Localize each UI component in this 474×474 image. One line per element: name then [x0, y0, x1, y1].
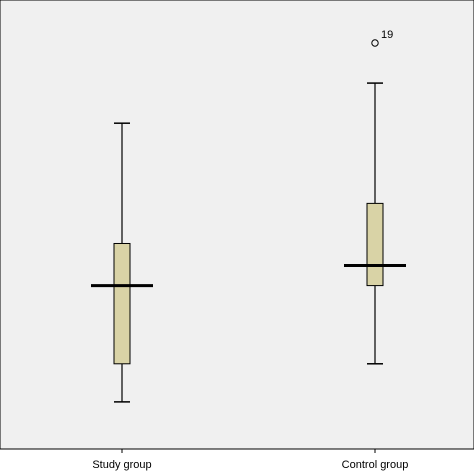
control-group-outlier-0	[371, 39, 379, 47]
study-group-x-tick-label: Study group	[92, 459, 151, 471]
control-group-box	[366, 202, 384, 287]
plot-area	[0, 0, 474, 450]
chart-marks: Study group 19 Control group	[91, 29, 408, 471]
study-group-box	[113, 242, 131, 365]
control-group-x-tick-label: Control group	[342, 459, 409, 471]
control-group-outlier-label-0: 19	[381, 29, 393, 41]
